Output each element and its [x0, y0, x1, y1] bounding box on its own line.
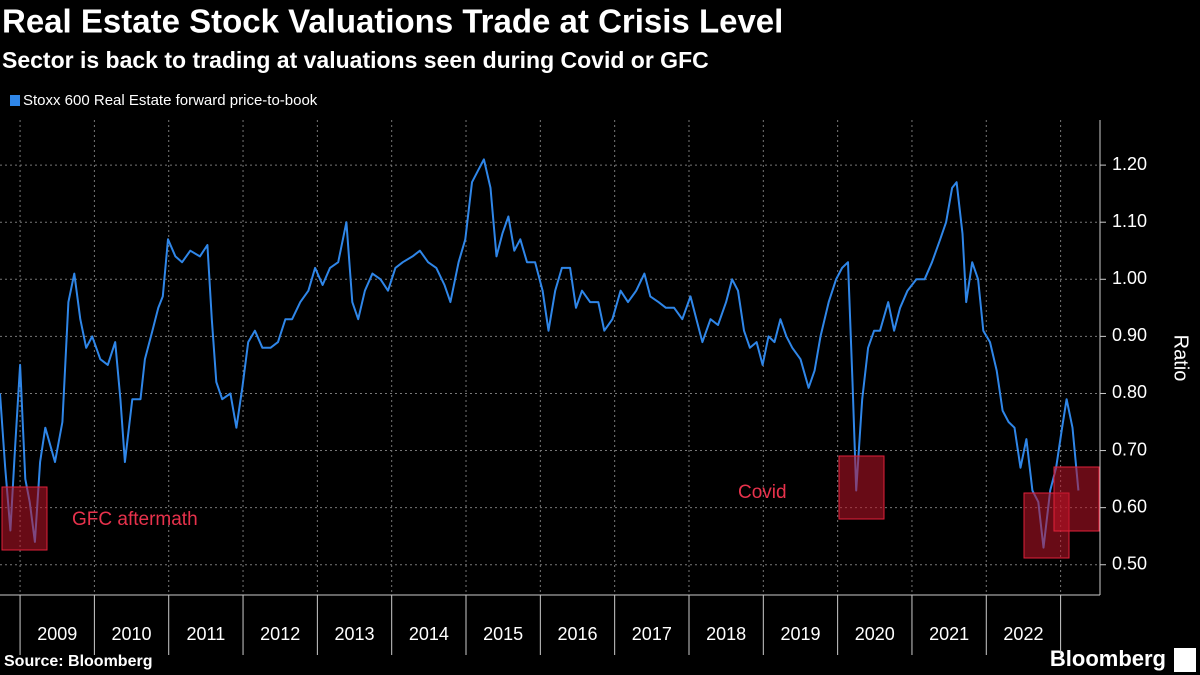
source: Source: Bloomberg — [4, 653, 152, 670]
legend-label: Stoxx 600 Real Estate forward price-to-b… — [23, 92, 318, 109]
x-tick-label: 2015 — [483, 624, 523, 644]
y-tick-label: 1.20 — [1112, 154, 1147, 174]
x-tick-label: 2016 — [557, 624, 597, 644]
annotation: Covid — [738, 482, 787, 503]
y-tick-label: 0.60 — [1112, 496, 1147, 516]
legend-swatch — [10, 95, 20, 106]
x-tick-label: 2010 — [112, 624, 152, 644]
x-tick-label: 2020 — [855, 624, 895, 644]
x-tick-label: 2013 — [335, 624, 375, 644]
annotation: GFC aftermath — [72, 509, 198, 530]
x-tick-label: 2014 — [409, 624, 449, 644]
y-tick-label: 0.90 — [1112, 325, 1147, 345]
y-tick-label: 1.00 — [1112, 268, 1147, 288]
brand-icon — [1174, 648, 1196, 672]
x-tick-label: 2009 — [37, 624, 77, 644]
y-axis-label: Ratio — [1170, 335, 1192, 382]
chart-title: Real Estate Stock Valuations Trade at Cr… — [2, 3, 783, 40]
brand: Bloomberg — [1050, 646, 1166, 671]
y-tick-label: 0.70 — [1112, 439, 1147, 459]
x-tick-label: 2012 — [260, 624, 300, 644]
x-tick-label: 2017 — [632, 624, 672, 644]
x-tick-label: 2022 — [1003, 624, 1043, 644]
y-tick-label: 1.10 — [1112, 211, 1147, 231]
highlight-box — [1, 486, 48, 551]
chart-subtitle: Sector is back to trading at valuations … — [2, 47, 709, 73]
x-tick-label: 2018 — [706, 624, 746, 644]
highlights — [1, 455, 1100, 559]
data-line — [0, 158, 1080, 549]
highlight-box — [838, 455, 885, 520]
x-tick-label: 2021 — [929, 624, 969, 644]
y-tick-label: 0.50 — [1112, 553, 1147, 573]
highlight-box — [1053, 466, 1100, 532]
x-tick-label: 2011 — [187, 624, 226, 644]
x-tick-label: 2019 — [780, 624, 820, 644]
y-tick-label: 0.80 — [1112, 382, 1147, 402]
